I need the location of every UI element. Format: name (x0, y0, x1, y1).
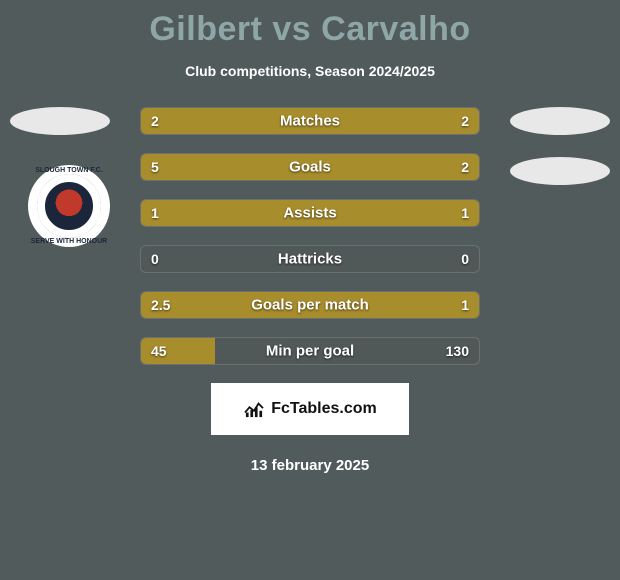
stat-row: 0 Hattricks 0 (140, 245, 480, 273)
stat-row: 2.5 Goals per match 1 (140, 291, 480, 319)
stat-label: Assists (283, 205, 336, 222)
stat-value-left: 5 (151, 159, 159, 175)
stat-value-left: 2.5 (151, 297, 170, 313)
club-crest-inner (37, 174, 101, 238)
stat-label: Matches (280, 113, 340, 130)
crest-bottom-text: SERVE WITH HONOUR (31, 238, 108, 245)
stat-bars: 2 Matches 2 5 Goals 2 1 Assists 1 0 Hattricks 0 2.5 G… (140, 107, 480, 365)
stat-value-right: 2 (461, 113, 469, 129)
snapshot-date: 13 february 2025 (0, 457, 620, 474)
stat-value-right: 0 (461, 251, 469, 267)
stat-row: 45 Min per goal 130 (140, 337, 480, 365)
player-right-placeholder-2 (510, 157, 610, 185)
player-right-placeholder (510, 107, 610, 135)
stat-value-right: 1 (461, 205, 469, 221)
club-crest: SLOUGH TOWN F.C. SERVE WITH HONOUR (28, 165, 110, 247)
stat-value-left: 0 (151, 251, 159, 267)
stat-label: Hattricks (278, 251, 342, 268)
content-region: SLOUGH TOWN F.C. SERVE WITH HONOUR 2 Matc… (0, 107, 620, 365)
branding-badge: FcTables.com (211, 383, 409, 435)
stat-value-left: 45 (151, 343, 167, 359)
stat-value-left: 1 (151, 205, 159, 221)
stat-row: 1 Assists 1 (140, 199, 480, 227)
stat-value-right: 1 (461, 297, 469, 313)
stat-label: Min per goal (266, 343, 354, 360)
comparison-title: Gilbert vs Carvalho (0, 0, 620, 49)
stat-row: 2 Matches 2 (140, 107, 480, 135)
season-subtitle: Club competitions, Season 2024/2025 (0, 63, 620, 79)
chart-icon (243, 400, 265, 418)
stat-value-right: 2 (461, 159, 469, 175)
crest-top-text: SLOUGH TOWN F.C. (35, 167, 103, 174)
stat-row: 5 Goals 2 (140, 153, 480, 181)
branding-text: FcTables.com (271, 400, 377, 418)
stat-label: Goals per match (251, 297, 369, 314)
stat-label: Goals (289, 159, 331, 176)
stat-value-left: 2 (151, 113, 159, 129)
stat-value-right: 130 (446, 343, 469, 359)
player-left-placeholder (10, 107, 110, 135)
